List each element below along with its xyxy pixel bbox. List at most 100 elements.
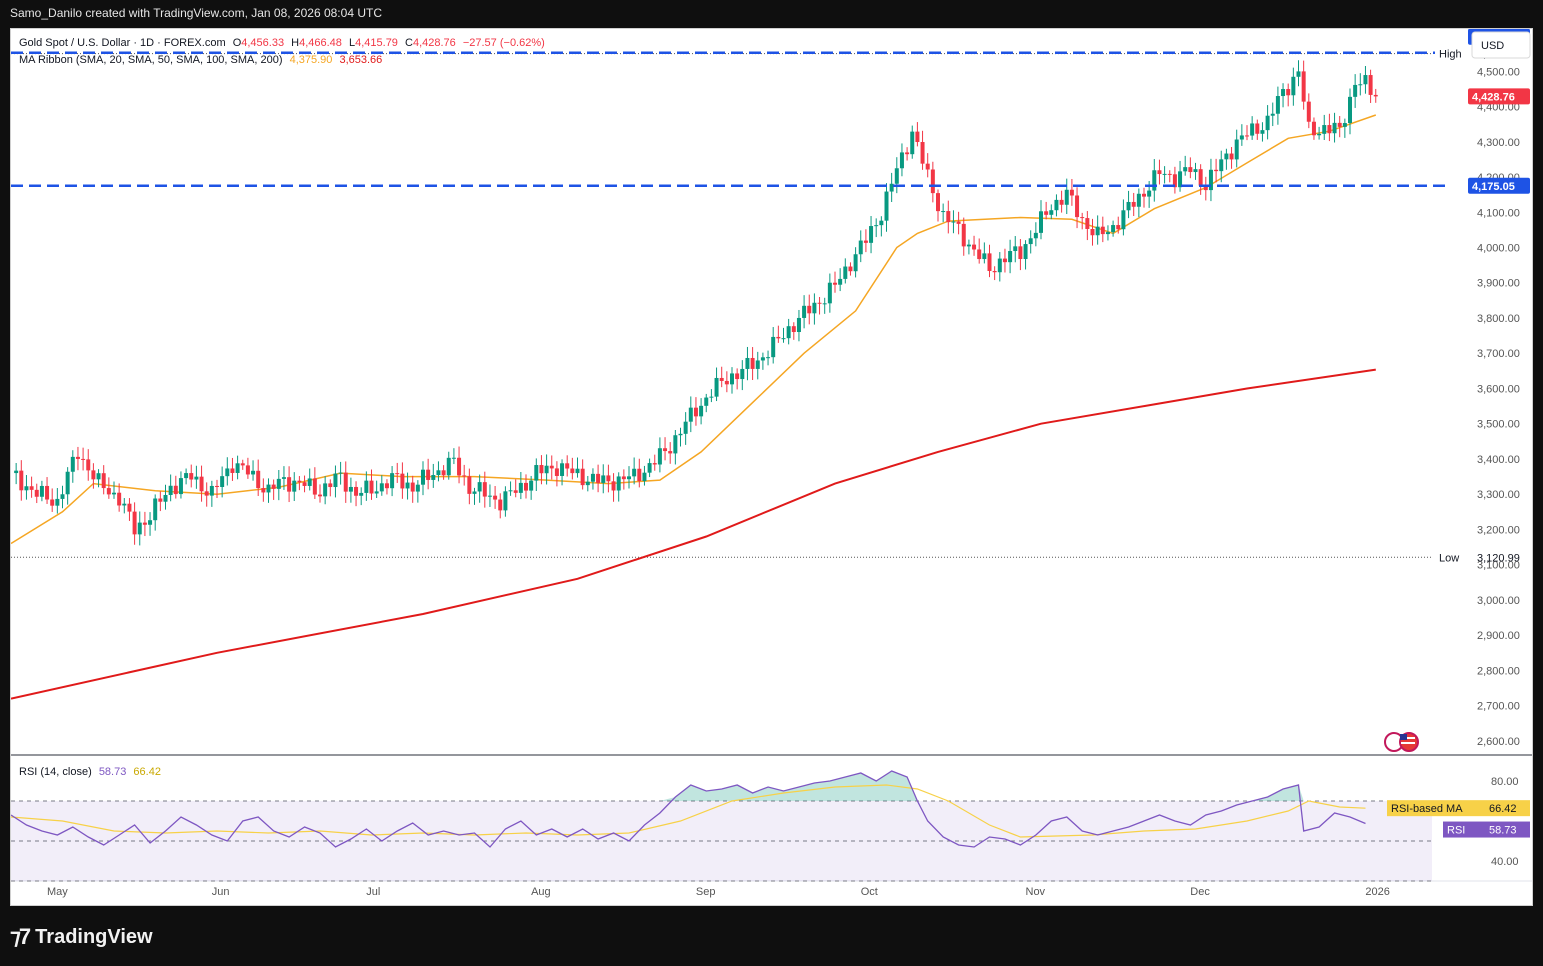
candle[interactable] xyxy=(874,218,879,238)
candle[interactable] xyxy=(1281,83,1286,108)
candle[interactable] xyxy=(1203,176,1208,201)
candle[interactable] xyxy=(173,475,178,499)
candle[interactable] xyxy=(101,465,106,495)
candle[interactable] xyxy=(467,468,472,505)
candle[interactable] xyxy=(858,230,863,263)
candle[interactable] xyxy=(220,466,225,498)
candle[interactable] xyxy=(292,472,297,501)
candle[interactable] xyxy=(1250,116,1255,140)
candle[interactable] xyxy=(1044,201,1049,220)
candle[interactable] xyxy=(843,258,848,284)
candle[interactable] xyxy=(951,210,956,234)
candle[interactable] xyxy=(70,450,75,483)
candle[interactable] xyxy=(1178,160,1183,192)
candle[interactable] xyxy=(436,461,441,482)
candle[interactable] xyxy=(1363,65,1368,94)
candle[interactable] xyxy=(1286,83,1291,107)
candle[interactable] xyxy=(379,475,384,496)
candle[interactable] xyxy=(338,461,343,485)
candle[interactable] xyxy=(1085,211,1090,241)
candle[interactable] xyxy=(529,475,534,500)
candle[interactable] xyxy=(127,498,132,521)
candle[interactable] xyxy=(781,327,786,343)
candle[interactable] xyxy=(688,396,693,433)
candle[interactable] xyxy=(1275,86,1280,125)
candle[interactable] xyxy=(647,458,652,478)
candle[interactable] xyxy=(827,273,832,313)
candle[interactable] xyxy=(786,318,791,345)
candle[interactable] xyxy=(663,437,668,461)
candle[interactable] xyxy=(410,475,415,503)
candle[interactable] xyxy=(544,454,549,485)
candle[interactable] xyxy=(405,472,410,500)
candle[interactable] xyxy=(596,464,601,493)
candle[interactable] xyxy=(441,465,446,480)
candle[interactable] xyxy=(1008,239,1013,274)
candle[interactable] xyxy=(673,429,678,465)
candle[interactable] xyxy=(966,239,971,255)
candle[interactable] xyxy=(1152,159,1157,202)
candle[interactable] xyxy=(915,122,920,147)
candle[interactable] xyxy=(271,479,276,500)
candle[interactable] xyxy=(343,461,348,503)
candle[interactable] xyxy=(992,266,997,281)
candle[interactable] xyxy=(1368,69,1373,103)
candle[interactable] xyxy=(1157,159,1162,185)
candle[interactable] xyxy=(374,480,379,499)
candle[interactable] xyxy=(1270,102,1275,127)
candle[interactable] xyxy=(889,172,894,202)
candle[interactable] xyxy=(287,466,292,503)
candle[interactable] xyxy=(513,479,518,498)
country-flags-icon[interactable] xyxy=(1384,732,1419,752)
candle[interactable] xyxy=(1059,190,1064,213)
candle[interactable] xyxy=(225,457,230,486)
candle[interactable] xyxy=(106,477,111,499)
candle[interactable] xyxy=(899,143,904,177)
candle[interactable] xyxy=(766,350,771,366)
candle[interactable] xyxy=(539,455,544,485)
candle[interactable] xyxy=(1332,112,1337,143)
candle[interactable] xyxy=(462,464,467,486)
candle[interactable] xyxy=(189,464,194,488)
candle[interactable] xyxy=(39,480,44,502)
candle[interactable] xyxy=(1167,170,1172,183)
candle[interactable] xyxy=(318,484,322,503)
candle[interactable] xyxy=(621,469,626,490)
candle[interactable] xyxy=(1342,118,1347,138)
candle[interactable] xyxy=(215,479,219,499)
candle[interactable] xyxy=(400,462,405,499)
candle[interactable] xyxy=(204,482,209,507)
candle[interactable] xyxy=(153,494,158,531)
candle[interactable] xyxy=(853,247,858,278)
candle[interactable] xyxy=(657,437,662,473)
candle[interactable] xyxy=(328,479,333,497)
candle[interactable] xyxy=(534,458,539,491)
candle[interactable] xyxy=(1198,164,1203,195)
candle[interactable] xyxy=(493,486,498,509)
candle[interactable] xyxy=(117,483,122,512)
candle[interactable] xyxy=(771,327,776,364)
candle[interactable] xyxy=(431,463,436,488)
candle[interactable] xyxy=(704,393,709,413)
candle[interactable] xyxy=(724,371,729,393)
candle[interactable] xyxy=(1296,60,1301,87)
candle[interactable] xyxy=(245,457,250,479)
candle[interactable] xyxy=(81,447,86,471)
candle[interactable] xyxy=(848,262,853,276)
candle[interactable] xyxy=(956,211,961,235)
candle[interactable] xyxy=(884,183,889,232)
candle[interactable] xyxy=(1188,157,1193,179)
candle[interactable] xyxy=(616,472,621,502)
candle[interactable] xyxy=(333,465,338,498)
candle[interactable] xyxy=(1239,124,1244,146)
candle[interactable] xyxy=(1291,67,1296,106)
currency-button[interactable]: USD xyxy=(1471,31,1531,59)
candle[interactable] xyxy=(446,451,451,480)
candle[interactable] xyxy=(302,475,307,493)
candle[interactable] xyxy=(1322,114,1327,141)
candle[interactable] xyxy=(925,153,930,178)
candle[interactable] xyxy=(1317,126,1322,140)
candle[interactable] xyxy=(297,476,302,491)
candle[interactable] xyxy=(1131,192,1136,216)
candle[interactable] xyxy=(632,457,637,485)
